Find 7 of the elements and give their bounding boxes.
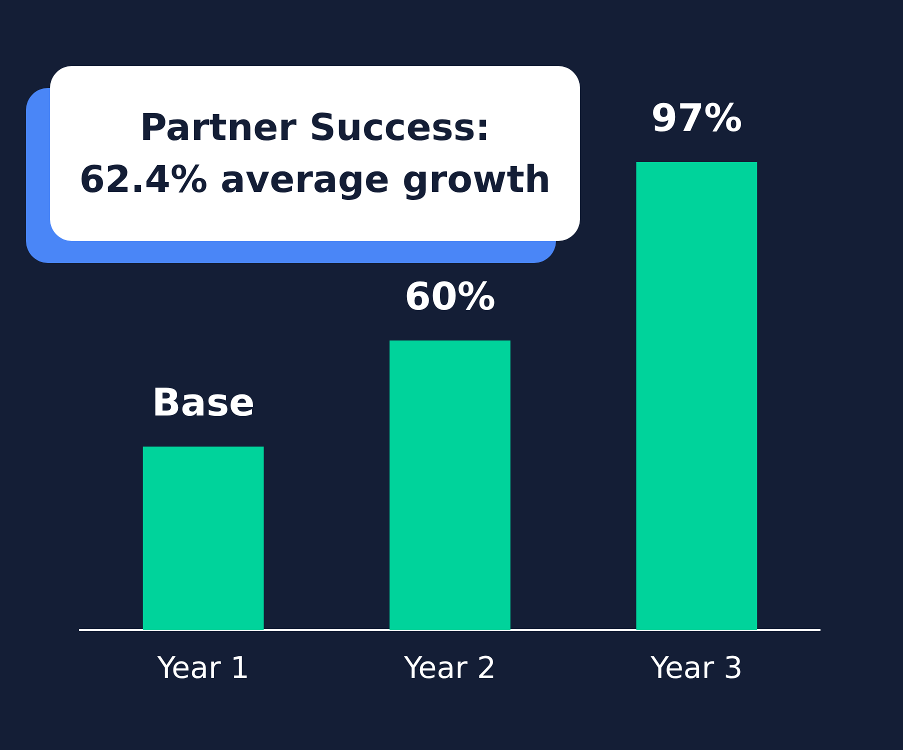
- data-label: 97%: [651, 96, 742, 140]
- data-label: 60%: [404, 274, 496, 318]
- x-tick-label: Year 1: [156, 650, 250, 686]
- x-tick-label: Year 2: [402, 650, 496, 686]
- chart-title: Partner Success: 62.4% average growth: [50, 66, 580, 241]
- data-label: Base: [152, 380, 255, 425]
- x-tick-label: Year 3: [650, 650, 743, 686]
